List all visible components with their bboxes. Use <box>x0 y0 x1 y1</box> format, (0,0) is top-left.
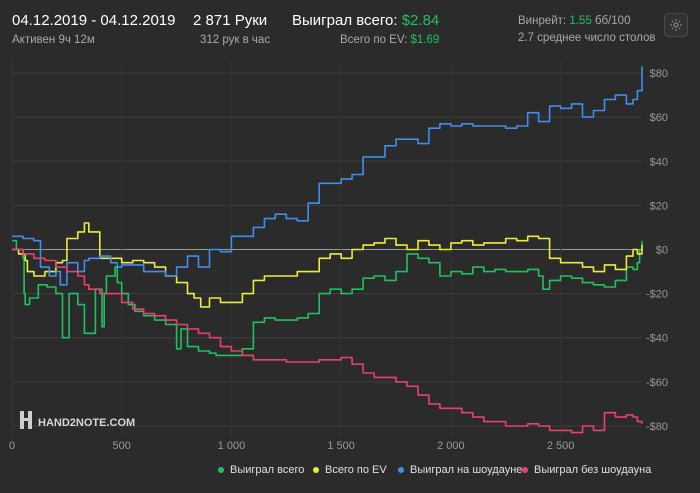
legend-dot-icon <box>313 467 319 473</box>
won-total: Выиграл всего: $2.84 <box>292 12 439 29</box>
x-tick-label: 0 <box>9 440 15 452</box>
legend-item[interactable]: Всего по EV <box>313 463 387 477</box>
x-tick-label: 1 000 <box>218 440 246 452</box>
legend-label: Выиграл на шоудауне <box>410 464 522 476</box>
legend-dot-icon <box>398 467 404 473</box>
legend-dot-icon <box>218 467 224 473</box>
x-tick-label: 1 500 <box>327 440 355 452</box>
chart-axes: $80 $60 $40 $20 $0 -$20 -$40 -$60 -$80 0 500 1 000 1… <box>9 68 668 452</box>
active-time: Активен 9ч 12м <box>12 34 95 46</box>
won-total-label: Выиграл всего: <box>292 12 398 29</box>
legend-label: Всего по EV <box>325 464 387 476</box>
y-tick-label: $20 <box>650 200 668 212</box>
winrate: Винрейт: 1.55 бб/100 <box>518 15 630 27</box>
series-line-2 <box>12 66 642 284</box>
x-tick-label: 500 <box>113 440 131 452</box>
legend-item[interactable]: Выиграл без шоудауна <box>522 463 651 477</box>
y-tick-label: $0 <box>656 245 668 257</box>
hands-count: 2 871 Руки <box>193 12 267 29</box>
chart-grid <box>12 62 642 437</box>
legend-item[interactable]: Выиграл всего <box>218 463 304 477</box>
header: 04.12.2019 - 04.12.2019 Активен 9ч 12м 2… <box>0 0 700 56</box>
won-total-value: $2.84 <box>402 12 440 29</box>
watermark: HAND2NOTE.COM <box>20 411 135 429</box>
ev-total-value: $1.69 <box>410 34 439 46</box>
y-tick-label: -$80 <box>646 421 668 433</box>
legend-item[interactable]: Выиграл на шоудауне <box>398 463 522 477</box>
avg-tables: 2.7 среднее число столов <box>518 32 656 44</box>
y-tick-label: -$60 <box>646 377 668 389</box>
winrate-unit: бб/100 <box>595 15 631 27</box>
winrate-label: Винрейт: <box>518 15 566 27</box>
y-tick-label: $60 <box>650 112 668 124</box>
x-tick-label: 2 500 <box>547 440 575 452</box>
ev-total: Всего по EV: $1.69 <box>340 34 439 46</box>
y-tick-label: $40 <box>650 156 668 168</box>
gear-icon <box>669 18 683 32</box>
x-tick-label: 2 000 <box>437 440 465 452</box>
settings-button[interactable] <box>664 13 688 37</box>
hands-per-hour: 312 рук в час <box>200 34 270 46</box>
y-tick-label: $80 <box>650 68 668 80</box>
watermark-text: HAND2NOTE.COM <box>38 417 135 429</box>
y-tick-label: -$40 <box>646 333 668 345</box>
legend-dot-icon <box>522 467 528 473</box>
winrate-value: 1.55 <box>569 15 591 27</box>
winnings-chart: $80 $60 $40 $20 $0 -$20 -$40 -$60 -$80 0 500 1 000 1… <box>0 56 700 456</box>
date-range: 04.12.2019 - 04.12.2019 <box>12 12 175 29</box>
y-tick-label: -$20 <box>646 289 668 301</box>
legend-label: Выиграл без шоудауна <box>534 464 651 476</box>
legend-label: Выиграл всего <box>230 464 304 476</box>
ev-total-label: Всего по EV: <box>340 34 407 46</box>
